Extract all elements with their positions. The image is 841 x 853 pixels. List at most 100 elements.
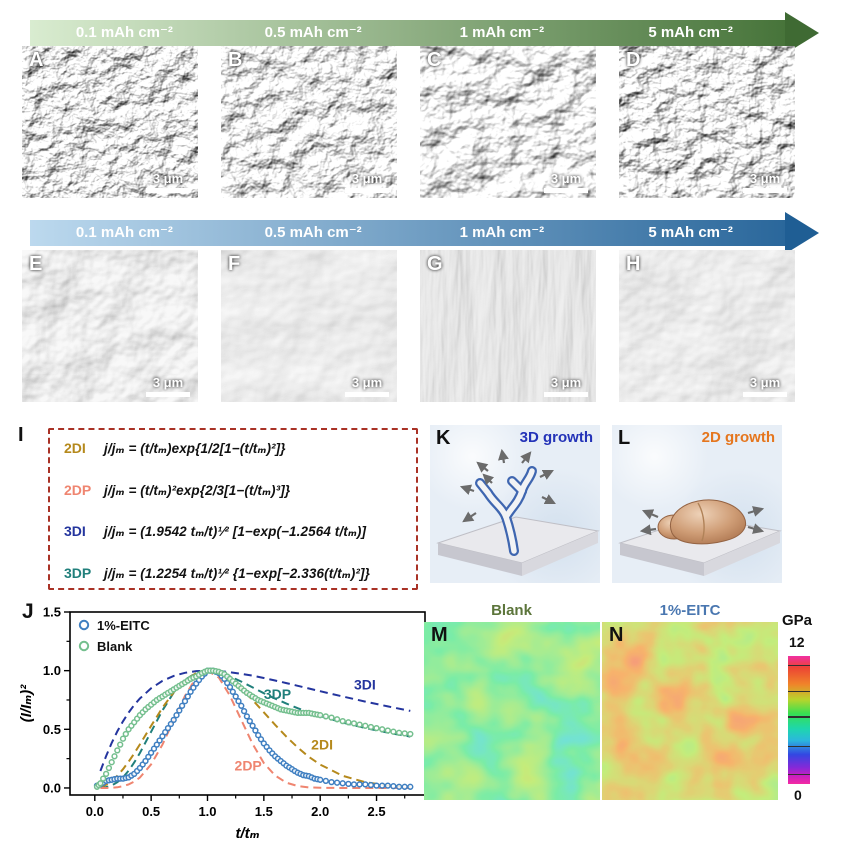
scale-bar-line [146, 392, 190, 397]
panel-letter: B [228, 49, 243, 71]
panel-letter: F [228, 253, 241, 275]
growth-title-3d: 3D growth [519, 429, 593, 446]
capacity-label: 0.1 mAh cm⁻² [75, 24, 173, 41]
scale-label: 3 μm [749, 375, 781, 390]
colorbar-max-label: 12 [789, 634, 805, 650]
scale-bar-line [345, 188, 389, 193]
sem-panel-C: C 3 μm [420, 46, 596, 198]
scale-bar: 3 μm [345, 172, 389, 193]
scale-label: 3 μm [351, 171, 383, 186]
scale-bar-line [743, 392, 787, 397]
dendrite-illustration [436, 448, 600, 576]
scale-bar-line [743, 188, 787, 193]
sem-row-blank: A 3 μm B 3 μm [0, 46, 841, 198]
scale-bar-line [544, 188, 588, 193]
sem-panel-E: E 3 μm [22, 250, 198, 402]
sem-image [221, 250, 397, 402]
svg-text:(I/Iₘ)²: (I/Iₘ)² [18, 684, 35, 722]
sem-panel-G: G 3 μm [420, 250, 596, 402]
map-title-eitc: 1%-EITC [659, 602, 721, 619]
capacity-arrow-top: 0.1 mAh cm⁻² 0.5 mAh cm⁻² 1 mAh cm⁻² 5 m… [30, 12, 830, 54]
model-tag-2DI: 2DI [64, 440, 86, 456]
map-title-blank: Blank [491, 602, 532, 619]
panel-letter: G [427, 253, 443, 275]
colorbar-tick [788, 745, 810, 748]
svg-text:1%-EITC: 1%-EITC [97, 618, 150, 633]
scale-bar: 3 μm [345, 376, 389, 397]
map-panel-blank: Blank M [424, 602, 600, 800]
arrow-shaft [30, 220, 785, 246]
svg-text:1.5: 1.5 [43, 605, 61, 620]
panel-letter: C [427, 49, 442, 71]
growth-title-2d: 2D growth [701, 429, 775, 446]
sem-image [619, 46, 795, 198]
svg-text:3DP: 3DP [264, 686, 291, 702]
svg-text:0.0: 0.0 [43, 780, 61, 795]
panel-letter-N: N [609, 624, 624, 646]
svg-text:0.0: 0.0 [86, 804, 104, 819]
colorbar-tick [788, 690, 810, 693]
scale-label: 3 μm [152, 375, 184, 390]
sem-panel-A: A 3 μm [22, 46, 198, 198]
equation-formula: j/jₘ = (t/tₘ)exp{1/2[1−(t/tₘ)²]} [104, 441, 286, 456]
modulus-map-blank: M [424, 622, 600, 800]
sem-image [22, 46, 198, 198]
sem-image [420, 250, 596, 402]
sem-image [22, 250, 198, 402]
equation-row: 3DP j/jₘ = (1.2254 tₘ/t)¹⁄² {1−exp[−2.33… [64, 565, 408, 582]
capacity-label: 0.5 mAh cm⁻² [264, 224, 362, 241]
scale-bar: 3 μm [544, 376, 588, 397]
svg-text:1.0: 1.0 [43, 663, 61, 678]
arrow-head-icon [785, 212, 819, 254]
colorbar-min-label: 0 [794, 787, 802, 803]
colorbar [788, 656, 810, 784]
scale-bar: 3 μm [743, 376, 787, 397]
scale-bar-line [345, 392, 389, 397]
equation-row: 3DI j/jₘ = (1.9542 tₘ/t)¹⁄² [1−exp(−1.25… [64, 523, 408, 540]
scale-label: 3 μm [351, 375, 383, 390]
model-tag-3DI: 3DI [64, 523, 86, 540]
sem-panel-D: D 3 μm [619, 46, 795, 198]
svg-text:2DP: 2DP [235, 757, 262, 773]
modulus-map-eitc: N [602, 622, 778, 800]
equation-formula: j/jₘ = (1.9542 tₘ/t)¹⁄² [1−exp(−1.2564 t… [104, 524, 367, 540]
arrow-shaft [30, 20, 785, 46]
svg-text:Blank: Blank [97, 639, 133, 654]
capacity-arrow-bottom: 0.1 mAh cm⁻² 0.5 mAh cm⁻² 1 mAh cm⁻² 5 m… [30, 212, 830, 254]
panel-letter-K: K [436, 427, 451, 449]
equation-row: 2DP j/jₘ = (t/tₘ)²exp{2/3[1−(t/tₘ)³]} [64, 482, 408, 499]
panel-letter: E [29, 253, 43, 275]
scale-label: 3 μm [550, 171, 582, 186]
panel-letter-L: L [618, 427, 631, 449]
svg-text:2DI: 2DI [311, 736, 333, 752]
scale-bar-line [146, 188, 190, 193]
sem-image [619, 250, 795, 402]
svg-text:2.5: 2.5 [368, 804, 386, 819]
sem-panel-H: H 3 μm [619, 250, 795, 402]
panel-letter-J: J [22, 600, 34, 623]
panel-letter: H [626, 253, 641, 275]
capacity-labels: 0.1 mAh cm⁻² 0.5 mAh cm⁻² 1 mAh cm⁻² 5 m… [30, 20, 785, 46]
scale-label: 3 μm [550, 375, 582, 390]
capacity-label: 0.1 mAh cm⁻² [75, 224, 173, 241]
sem-image [420, 46, 596, 198]
svg-text:1.0: 1.0 [198, 804, 216, 819]
panel-letter-M: M [431, 624, 448, 646]
panel-letter: D [626, 49, 641, 71]
svg-text:t/tₘ: t/tₘ [235, 825, 259, 842]
scale-bar: 3 μm [146, 172, 190, 193]
panel-letter-I: I [18, 424, 24, 446]
colorbar-unit-label: GPa [782, 612, 813, 629]
svg-text:0.5: 0.5 [43, 722, 61, 737]
scale-bar: 3 μm [743, 172, 787, 193]
colorbar-tick [788, 773, 810, 776]
sem-row-eitc: E 3 μm F 3 μm [0, 250, 841, 402]
capacity-label: 0.5 mAh cm⁻² [264, 24, 362, 41]
capacity-label: 5 mAh cm⁻² [648, 224, 733, 241]
scale-label: 3 μm [152, 171, 184, 186]
equation-formula: j/jₘ = (t/tₘ)²exp{2/3[1−(t/tₘ)³]} [104, 482, 291, 498]
svg-text:2.0: 2.0 [311, 804, 329, 819]
sem-panel-F: F 3 μm [221, 250, 397, 402]
equation-row: 2DI j/jₘ = (t/tₘ)exp{1/2[1−(t/tₘ)²]} [64, 440, 408, 457]
